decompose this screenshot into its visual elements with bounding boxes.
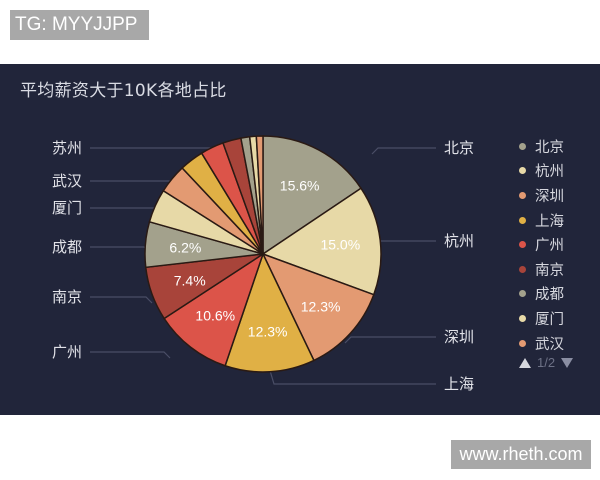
pie-slice[interactable] [262,135,363,256]
legend-dot-icon [519,265,526,273]
slice-value-label: 15.6% [280,177,320,193]
legend-page-indicator: 1/2 [537,355,556,370]
slice-name-label: 北京 [444,139,474,157]
legend-item[interactable]: 深圳 [519,183,564,208]
slice-value-label: 15.0% [320,237,360,253]
slice-value-labels: 15.6% 15.0% 12.3% 12.3% 10.6% 7.4% 6.2% [169,177,360,339]
pie-slice[interactable] [255,135,264,255]
legend-dot-icon [519,191,526,199]
legend-dot-icon [519,142,526,150]
slice-value-label: 6.2% [169,240,201,256]
leader-line [344,336,436,344]
legend-item[interactable]: 厦门 [519,306,564,331]
slice-name-label: 武汉 [52,172,82,190]
slice-name-label: 厦门 [52,199,82,217]
legend-label: 武汉 [535,336,564,353]
legend-item[interactable]: 武汉 [519,331,564,356]
chart-title: 平均薪资大于10K各地占比 [20,81,227,101]
slice-name-label: 南京 [52,288,82,306]
slice-name-label: 深圳 [444,328,474,346]
pie-slice[interactable] [163,252,265,367]
legend-label: 深圳 [535,188,564,205]
legend-pager: 1/2 [519,355,574,370]
slice-name-label: 上海 [444,375,474,393]
slice-name-label: 成都 [52,238,82,256]
legend-next-arrow-icon[interactable] [561,357,574,368]
legend-label: 广州 [535,238,564,255]
pie-slices [144,135,382,373]
legend: 北京杭州深圳上海广州南京成都厦门武汉 [519,134,564,355]
slice-name-label: 广州 [52,343,82,361]
slice-name-label: 杭州 [444,232,474,250]
slice-value-label: 7.4% [174,272,206,288]
slice-value-label: 12.3% [248,324,288,340]
legend-item[interactable]: 杭州 [519,159,564,184]
pie-slice[interactable] [261,187,382,296]
leader-line [90,351,171,359]
legend-item[interactable]: 广州 [519,232,564,257]
legend-dot-icon [519,167,526,175]
legend-label: 上海 [535,213,564,230]
legend-label: 北京 [535,139,564,156]
legend-prev-arrow-icon[interactable] [519,357,531,368]
legend-label: 成都 [535,287,564,304]
leader-line [371,147,436,155]
slice-value-label: 10.6% [195,308,235,324]
legend-dot-icon [519,339,526,347]
legend-dot-icon [519,241,526,249]
chart-panel: 平均薪资大于10K各地占比 15.6% 15.0% 12.3% 12.3% 10.6% 7… [0,64,600,415]
slice-value-label: 12.3% [301,298,341,314]
legend-item[interactable]: 成都 [519,282,564,307]
legend-item[interactable]: 北京 [519,134,564,159]
legend-label: 厦门 [535,311,564,328]
pie-slice[interactable] [224,252,315,373]
legend-dot-icon [519,290,526,298]
legend-item[interactable]: 上海 [519,208,564,233]
legend-dot-icon [519,314,526,322]
legend-label: 杭州 [535,164,564,181]
leader-line [90,246,151,254]
pie-slice[interactable] [261,252,375,362]
leader-line [90,207,161,215]
pie-chart: 15.6% 15.0% 12.3% 12.3% 10.6% 7.4% 6.2% 北京杭州深圳… [52,135,474,393]
legend-label: 南京 [535,262,564,279]
watermark-top: TG: MYYJJPP [10,10,149,40]
slice-name-label: 苏州 [52,139,82,157]
legend-dot-icon [519,216,526,224]
legend-item[interactable]: 南京 [519,257,564,282]
leader-line [90,296,153,304]
watermark-bottom: www.rheth.com [451,440,591,469]
